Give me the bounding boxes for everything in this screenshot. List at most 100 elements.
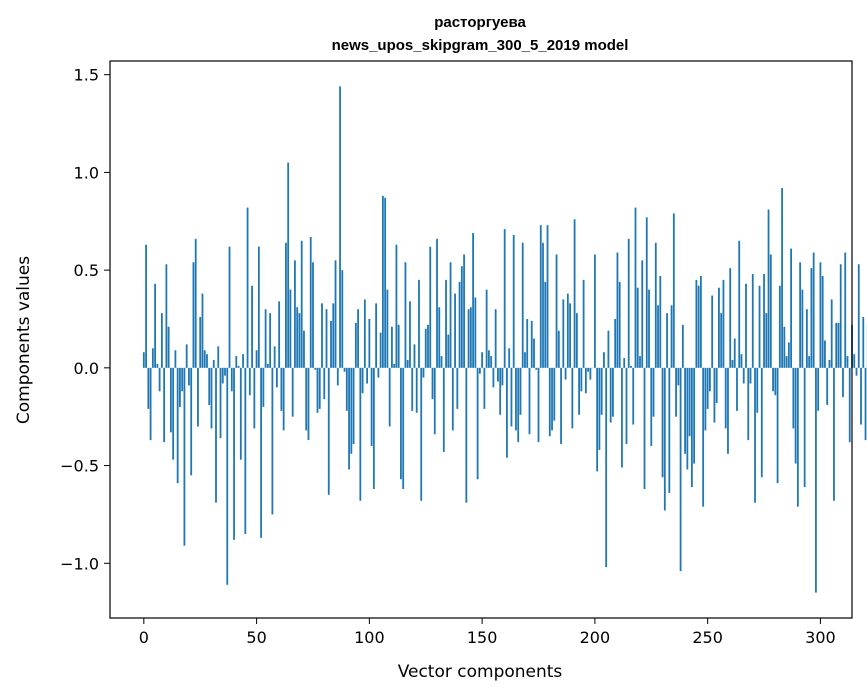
- bar: [598, 367, 601, 450]
- bar: [508, 348, 511, 368]
- bar: [607, 330, 610, 368]
- bar: [812, 252, 815, 368]
- bar: [801, 289, 804, 368]
- bar: [206, 354, 208, 368]
- bar: [224, 367, 226, 376]
- bar: [837, 322, 840, 368]
- bar: [485, 289, 488, 368]
- bar: [699, 275, 702, 368]
- bar: [499, 367, 502, 415]
- bar: [142, 352, 145, 368]
- bar: [510, 367, 513, 427]
- bar: [181, 367, 184, 392]
- bar: [512, 234, 515, 368]
- bar: [280, 367, 283, 411]
- bar: [217, 346, 220, 368]
- bar: [650, 367, 653, 447]
- bar: [312, 262, 314, 368]
- x-tick-label: 300: [805, 628, 836, 647]
- bar: [447, 334, 450, 368]
- bar: [657, 305, 659, 368]
- bar: [420, 367, 423, 501]
- bar: [188, 367, 190, 386]
- bar: [321, 303, 323, 368]
- bar: [228, 246, 231, 368]
- bar: [474, 297, 477, 368]
- bar: [828, 360, 831, 368]
- bar: [747, 367, 750, 441]
- bar: [575, 313, 578, 368]
- bar: [681, 324, 684, 368]
- bar: [354, 322, 357, 368]
- bar: [578, 367, 580, 415]
- bar: [805, 309, 808, 368]
- bar: [309, 236, 312, 368]
- bar: [212, 360, 215, 368]
- bar: [183, 367, 186, 546]
- bar: [271, 367, 274, 515]
- bar: [740, 354, 743, 368]
- bar: [819, 262, 822, 368]
- bar: [386, 289, 389, 368]
- bar: [690, 367, 693, 488]
- bar: [314, 367, 317, 370]
- bar: [174, 350, 177, 368]
- bar: [776, 367, 779, 484]
- bar: [402, 367, 405, 490]
- bar: [237, 365, 240, 368]
- bar: [429, 246, 432, 368]
- x-tick-label: 150: [467, 628, 498, 647]
- bar: [864, 367, 867, 441]
- bar: [760, 367, 763, 478]
- bar: [634, 207, 637, 368]
- bar: [783, 326, 786, 368]
- bar: [614, 318, 617, 368]
- bar: [192, 262, 195, 368]
- bar: [194, 238, 197, 368]
- bar: [745, 283, 747, 368]
- y-tick-label: 1.0: [74, 163, 99, 182]
- bar: [787, 342, 790, 368]
- bar: [763, 274, 765, 368]
- bar: [826, 367, 829, 405]
- bar: [742, 367, 745, 384]
- y-tick-label: 1.5: [74, 66, 99, 85]
- bar: [415, 367, 418, 413]
- bar: [478, 367, 481, 374]
- y-tick-label: 0.5: [74, 261, 99, 280]
- bar: [176, 367, 179, 484]
- bar: [503, 229, 506, 368]
- bar: [305, 367, 308, 431]
- bar: [688, 367, 691, 437]
- bar: [463, 254, 465, 368]
- bar: [145, 244, 147, 368]
- bar: [731, 360, 734, 368]
- bar: [336, 367, 339, 386]
- x-tick-label: 250: [692, 628, 723, 647]
- bar: [724, 367, 727, 429]
- bar: [406, 360, 409, 368]
- bar: [490, 356, 493, 368]
- bar: [553, 367, 556, 421]
- bar: [772, 367, 774, 392]
- bar: [151, 348, 154, 368]
- bar: [469, 307, 472, 368]
- bar: [713, 367, 716, 423]
- bar: [704, 367, 707, 431]
- bar: [456, 367, 459, 409]
- bar: [609, 367, 612, 423]
- bar: [343, 367, 346, 372]
- bar: [239, 367, 242, 460]
- bar: [790, 248, 792, 368]
- y-tick-label: 0.0: [74, 359, 99, 378]
- bar: [833, 367, 835, 501]
- bar: [501, 367, 504, 386]
- chart-title: растoргуева: [434, 14, 526, 31]
- bar: [517, 367, 520, 443]
- bar: [404, 262, 407, 368]
- bar: [526, 318, 529, 368]
- bar: [467, 309, 470, 368]
- bar: [339, 86, 341, 368]
- bar: [278, 301, 281, 368]
